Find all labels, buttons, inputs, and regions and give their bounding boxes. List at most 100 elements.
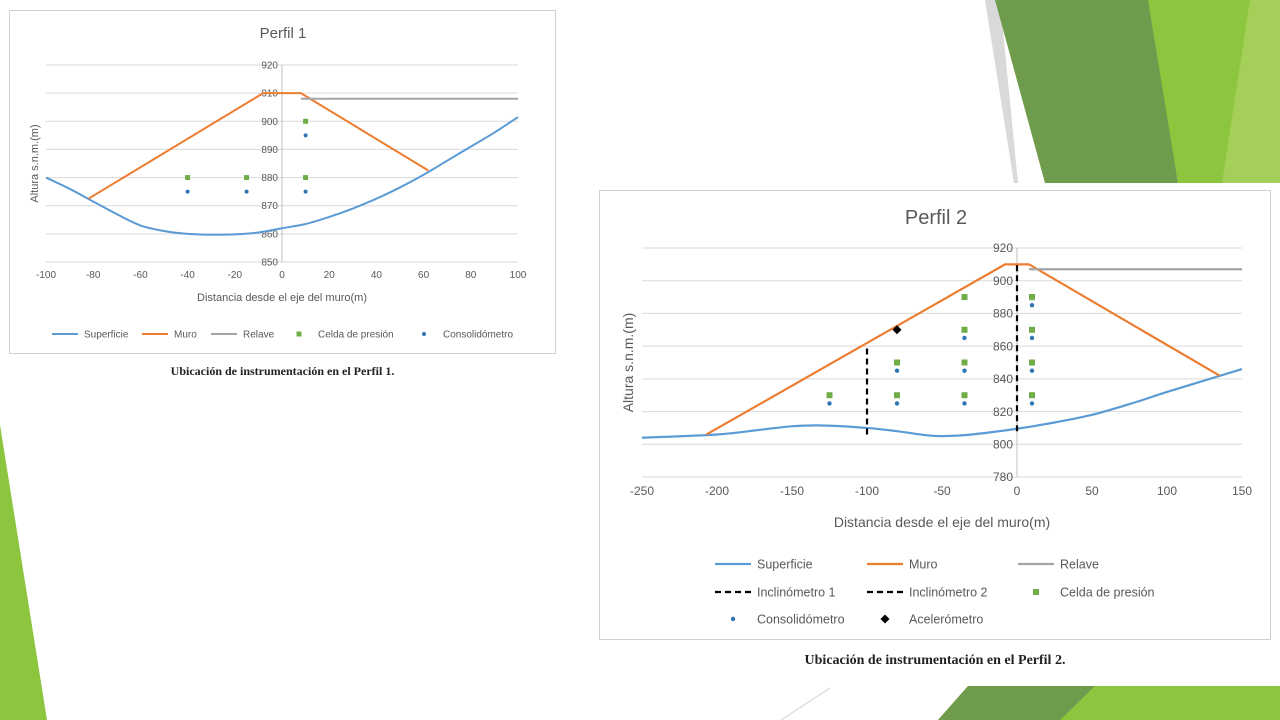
accelerometer-marker <box>892 325 902 335</box>
x-tick-label: 60 <box>418 270 430 281</box>
legend-superficie-label: Superficie <box>84 330 129 341</box>
y-tick-label: 900 <box>261 117 278 128</box>
chart-perfil-2: Perfil 2 780 800 820 840 860 880 900 920 -250 -200… <box>599 190 1271 640</box>
consolidometer-marker <box>894 401 900 406</box>
x-axis-title: Distancia desde el eje del muro(m) <box>834 514 1050 530</box>
y-tick-label: 840 <box>993 372 1013 386</box>
pressure-cell-marker <box>1029 294 1035 301</box>
y-tick-label: 800 <box>993 437 1013 451</box>
y-tick-label: 920 <box>993 241 1013 255</box>
legend-muro-label: Muro <box>909 557 938 571</box>
left-green-band <box>0 425 47 720</box>
chart-perfil-1: Perfil 1 850 860 870 880 890 900 910 920 -100 -80-… <box>9 10 556 354</box>
x-tick-label: -250 <box>630 484 654 498</box>
legend-inclinometro-1-label: Inclinómetro 1 <box>757 585 836 599</box>
pressure-cell-marker <box>961 392 968 399</box>
x-tick-label: 20 <box>324 270 336 281</box>
y-tick-label: 860 <box>261 229 278 240</box>
x-tick-label: -100 <box>855 484 879 498</box>
pressure-cell-marker <box>244 175 250 181</box>
y-tick-label: 850 <box>261 258 278 269</box>
legend-celda-de-presion-label: Celda de presión <box>1060 585 1155 599</box>
consolidometer-marker <box>894 368 900 373</box>
x-tick-label: -150 <box>780 484 804 498</box>
chart-title: Perfil 2 <box>905 207 967 229</box>
pressure-cell-marker <box>303 118 309 124</box>
chart-perfil-2-svg: Perfil 2 780 800 820 840 860 880 900 920 -250 -200… <box>620 207 1252 626</box>
consolidometer-marker <box>185 189 190 194</box>
pressure-cell-marker <box>894 359 900 366</box>
bottom-thin-line <box>780 687 831 720</box>
y-tick-label: 820 <box>993 405 1013 419</box>
x-tick-label: -20 <box>228 270 243 281</box>
series-superficie-line <box>641 367 1243 439</box>
consolidometer-marker <box>962 368 967 373</box>
consolidometer-marker <box>244 189 249 194</box>
series-superficie-line <box>45 116 519 236</box>
y-tick-label: 920 <box>261 61 278 72</box>
y-tick-label: 880 <box>993 307 1013 321</box>
top-right-edge-strip <box>1222 0 1280 183</box>
pressure-cell-marker <box>303 175 309 181</box>
legend-acelerometro-swatch <box>880 614 890 624</box>
pressure-cell-marker <box>1029 326 1035 333</box>
series-muro-line <box>705 263 1221 436</box>
x-tick-label: -50 <box>933 484 951 498</box>
legend-relave-label: Relave <box>1060 557 1099 571</box>
bottom-right-dark-band <box>938 686 1095 720</box>
consolidometer-marker <box>1029 401 1035 406</box>
consolidometer-marker <box>303 189 308 194</box>
series-muro-line <box>87 92 429 200</box>
x-tick-label: -80 <box>86 270 101 281</box>
caption-perfil-1: Ubicación de instrumentación en el Perfi… <box>170 364 395 378</box>
x-tick-label: 80 <box>465 270 477 281</box>
legend-consolidometro-swatch <box>422 332 426 336</box>
x-tick-label: -60 <box>133 270 148 281</box>
pressure-cell-marker <box>185 175 191 181</box>
pressure-cell-marker <box>894 392 900 399</box>
x-tick-label: 150 <box>1232 484 1252 498</box>
legend-inclinometro-2-label: Inclinómetro 2 <box>909 585 988 599</box>
chart-title: Perfil 1 <box>260 25 307 42</box>
legend-consolidometro-label: Consolidómetro <box>443 330 513 341</box>
top-right-gray-stripe <box>985 0 1018 183</box>
consolidometer-marker <box>1029 303 1035 308</box>
pressure-cell-marker <box>961 326 968 333</box>
y-tick-label: 900 <box>993 274 1013 288</box>
legend-relave-label: Relave <box>243 330 275 341</box>
x-tick-label: 100 <box>1157 484 1177 498</box>
consolidometer-marker <box>962 401 967 406</box>
pressure-cell-marker <box>1029 392 1035 399</box>
y-tick-label: 880 <box>261 173 278 184</box>
x-tick-label: 0 <box>279 270 285 281</box>
pressure-cell-marker <box>961 359 968 366</box>
y-tick-label: 890 <box>261 145 278 156</box>
pressure-cell-marker <box>826 392 833 399</box>
consolidometer-marker <box>962 335 967 341</box>
x-tick-label: -200 <box>705 484 729 498</box>
x-tick-label: 100 <box>510 270 527 281</box>
y-axis-title: Altura s.n.m.(m) <box>620 313 636 413</box>
legend-celda-de-presion-label: Celda de presión <box>318 330 394 341</box>
legend-superficie-label: Superficie <box>757 557 813 571</box>
caption-perfil-2: Ubicación de instrumentación en el Perfi… <box>804 653 1066 668</box>
legend-muro-label: Muro <box>174 330 197 341</box>
x-tick-label: 0 <box>1014 484 1021 498</box>
x-tick-label: 50 <box>1085 484 1099 498</box>
y-axis-title: Altura s.n.m.(m) <box>29 124 41 202</box>
pressure-cell-marker <box>961 294 968 301</box>
consolidometer-marker <box>1029 368 1035 373</box>
x-tick-label: 40 <box>371 270 383 281</box>
x-tick-label: -40 <box>180 270 195 281</box>
legend-consolidometro-label: Consolidómetro <box>757 612 845 626</box>
legend-consolidometro-swatch <box>730 616 736 622</box>
y-tick-label: 780 <box>993 470 1013 484</box>
y-tick-label: 860 <box>993 339 1013 353</box>
consolidometer-marker <box>827 401 832 406</box>
legend-celda-de-presion-swatch <box>296 331 302 337</box>
consolidometer-marker <box>303 133 308 138</box>
pressure-cell-marker <box>1029 359 1035 366</box>
x-axis-title: Distancia desde el eje del muro(m) <box>197 292 367 304</box>
